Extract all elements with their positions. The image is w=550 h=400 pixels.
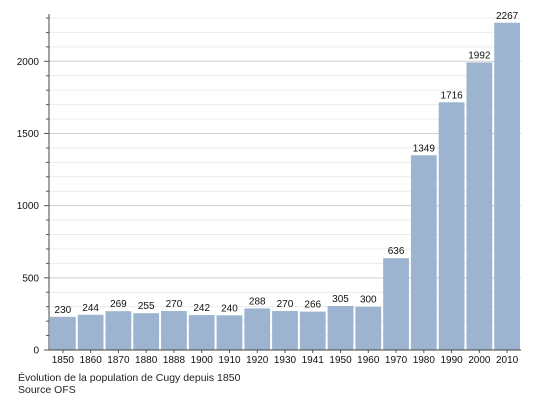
bar-2000 bbox=[466, 62, 493, 350]
data-label-1930: 270 bbox=[277, 299, 294, 310]
bar-1941 bbox=[299, 311, 326, 350]
x-tick-label-1970: 1970 bbox=[385, 355, 408, 366]
y-tick-label-500: 500 bbox=[22, 273, 39, 284]
bar-1930 bbox=[272, 311, 298, 350]
x-tick-label-1900: 1900 bbox=[191, 355, 214, 366]
bar-1980 bbox=[410, 155, 437, 350]
bar-1950 bbox=[327, 305, 354, 350]
chart-caption: Évolution de la population de Cugy depui… bbox=[18, 372, 241, 384]
data-label-1910: 240 bbox=[221, 303, 238, 314]
data-label-1888: 270 bbox=[166, 299, 183, 310]
x-tick-label-1860: 1860 bbox=[80, 355, 103, 366]
x-tick-label-1960: 1960 bbox=[357, 355, 380, 366]
data-label-1980: 1349 bbox=[413, 143, 436, 154]
x-tick-label-1990: 1990 bbox=[440, 355, 463, 366]
x-tick-label-2010: 2010 bbox=[496, 355, 519, 366]
x-tick-label-1920: 1920 bbox=[246, 355, 269, 366]
y-tick-label-1000: 1000 bbox=[17, 201, 40, 212]
bar-1970 bbox=[383, 258, 409, 350]
bars bbox=[50, 22, 520, 350]
bar-1910 bbox=[216, 315, 243, 350]
y-tick-label-1500: 1500 bbox=[17, 129, 40, 140]
axes bbox=[44, 14, 521, 353]
x-tick-label-1910: 1910 bbox=[218, 355, 241, 366]
bar-1850 bbox=[50, 316, 76, 350]
bar-1870 bbox=[105, 311, 132, 350]
population-bar-chart: 230 1850 244 1860 269 1870 255 1880 270 1888 242 19… bbox=[17, 11, 521, 366]
x-tick-label-1888: 1888 bbox=[163, 355, 186, 366]
x-tick-label-1930: 1930 bbox=[274, 355, 297, 366]
x-tick-label-1980: 1980 bbox=[413, 355, 436, 366]
x-tick-label-1870: 1870 bbox=[107, 355, 130, 366]
x-tick-label-1850: 1850 bbox=[52, 355, 75, 366]
bar-2010 bbox=[494, 22, 520, 350]
y-tick-label-0: 0 bbox=[33, 346, 39, 357]
data-label-1970: 636 bbox=[388, 246, 405, 257]
data-label-1990: 1716 bbox=[440, 90, 463, 101]
data-label-1950: 305 bbox=[332, 294, 349, 305]
x-tick-label-2000: 2000 bbox=[468, 355, 491, 366]
bar-1860 bbox=[77, 314, 104, 350]
bar-1920 bbox=[244, 308, 271, 350]
data-labels: 230 1850 244 1860 269 1870 255 1880 270 1888 242 19… bbox=[17, 11, 519, 366]
data-label-1850: 230 bbox=[55, 305, 72, 316]
bar-1888 bbox=[161, 311, 187, 350]
chart-source: Source OFS bbox=[18, 384, 76, 396]
bar-1960 bbox=[355, 306, 382, 350]
data-label-2000: 1992 bbox=[468, 50, 491, 61]
bar-1880 bbox=[133, 313, 160, 350]
data-label-1870: 269 bbox=[110, 299, 127, 310]
bar-1900 bbox=[188, 315, 215, 350]
data-label-1860: 244 bbox=[82, 303, 99, 314]
data-label-1900: 242 bbox=[193, 303, 210, 314]
data-label-1880: 255 bbox=[138, 301, 155, 312]
data-label-1960: 300 bbox=[360, 295, 377, 306]
y-tick-label-2000: 2000 bbox=[17, 57, 40, 68]
data-label-1920: 288 bbox=[249, 296, 266, 307]
data-label-1941: 266 bbox=[304, 300, 321, 311]
x-tick-label-1880: 1880 bbox=[135, 355, 158, 366]
bar-1990 bbox=[438, 102, 465, 350]
x-tick-label-1950: 1950 bbox=[329, 355, 352, 366]
x-tick-label-1941: 1941 bbox=[302, 355, 325, 366]
data-label-2010: 2267 bbox=[496, 11, 519, 22]
